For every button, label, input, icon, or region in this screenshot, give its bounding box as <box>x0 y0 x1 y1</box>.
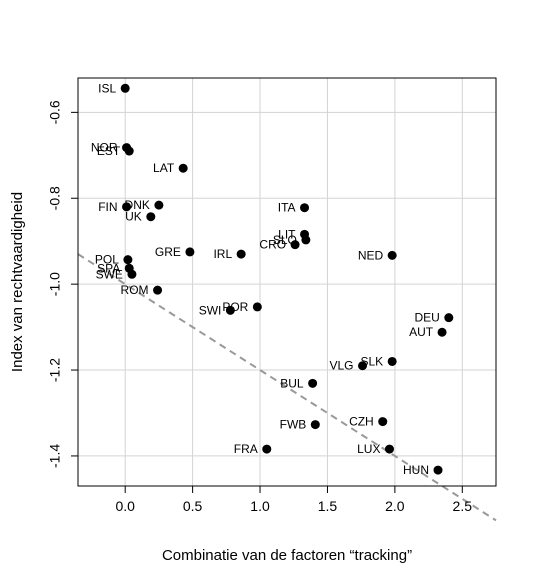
point-label-lat: LAT <box>153 161 175 175</box>
data-point-vlg <box>358 361 368 371</box>
data-point-isl <box>120 83 130 93</box>
data-point-slo <box>301 235 311 245</box>
data-point-uk <box>146 212 156 222</box>
data-point-ned <box>387 250 397 260</box>
y-tick-label: -0.6 <box>47 100 63 124</box>
data-point-rom <box>153 285 163 295</box>
data-point-est <box>124 146 134 156</box>
point-label-bul: BUL <box>280 376 304 390</box>
point-label-swe: SWE <box>96 267 123 281</box>
data-point-lat <box>178 163 188 173</box>
point-label-aut: AUT <box>409 325 434 339</box>
y-tick-label: -1.0 <box>47 272 63 296</box>
data-point-lux <box>384 444 394 454</box>
point-label-gre: GRE <box>155 245 181 259</box>
point-label-irl: IRL <box>213 247 232 261</box>
data-point-gre <box>185 247 195 257</box>
y-tick-label: -1.4 <box>47 444 63 468</box>
data-point-ita <box>300 203 310 213</box>
point-label-fin: FIN <box>98 200 117 214</box>
data-point-czh <box>378 417 388 427</box>
point-label-uk: UK <box>125 210 142 224</box>
x-tick-label: 0.5 <box>183 498 203 514</box>
grid-lines <box>78 78 496 486</box>
point-label-vlg: VLG <box>329 359 353 373</box>
data-point-swi <box>225 305 235 315</box>
x-tick-label: 0.0 <box>115 498 135 514</box>
point-label-spa: SPA <box>97 261 120 275</box>
point-label-fra: FRA <box>234 442 258 456</box>
point-label-cro: CRO <box>259 238 286 252</box>
data-point-fwb <box>310 420 320 430</box>
point-label-swi: SWI <box>199 303 222 317</box>
data-point-dnk <box>154 200 164 210</box>
x-tick-label: 1.0 <box>250 498 270 514</box>
point-label-est: EST <box>97 144 121 158</box>
x-tick-label: 2.5 <box>453 498 473 514</box>
point-label-lit: LIT <box>278 227 296 241</box>
trendline <box>77 253 497 522</box>
point-label-pol: POL <box>95 253 119 267</box>
data-point-irl <box>236 249 246 259</box>
point-label-ita: ITA <box>278 201 296 215</box>
x-axis-title: Combinatie van de factoren “tracking” <box>162 547 412 564</box>
data-point-fin <box>122 202 132 212</box>
y-tick-label: -1.2 <box>47 358 63 382</box>
point-label-deu: DEU <box>414 311 439 325</box>
point-label-nor: NOR <box>91 141 118 155</box>
data-point-cro <box>290 240 300 250</box>
point-label-rom: ROM <box>121 283 149 297</box>
point-label-ned: NED <box>358 248 384 262</box>
data-point-hun <box>433 465 443 475</box>
y-tick-label: -0.8 <box>47 186 63 210</box>
point-label-hun: HUN <box>403 463 429 477</box>
y-axis: -0.6 -0.8 -1.0 -1.2 -1.4 <box>47 100 79 468</box>
data-point-bul <box>308 378 318 388</box>
point-label-czh: CZH <box>349 415 374 429</box>
data-point-deu <box>444 313 454 323</box>
data-point-por <box>252 302 262 312</box>
data-point-pol <box>123 255 133 265</box>
x-axis: 0.0 0.5 1.0 1.5 2.0 2.5 <box>115 485 473 514</box>
y-axis-title: Index van rechtvaardigheid <box>9 192 26 372</box>
point-label-fwb: FWB <box>280 418 307 432</box>
point-label-lux: LUX <box>357 442 380 456</box>
trendline-group <box>77 253 497 522</box>
point-label-dnk: DNK <box>125 198 150 212</box>
data-point-slk <box>387 356 397 366</box>
point-label-isl: ISL <box>98 81 116 95</box>
data-point-swe <box>127 269 137 279</box>
x-tick-label: 1.5 <box>318 498 338 514</box>
x-tick-label: 2.0 <box>385 498 405 514</box>
data-point-fra <box>262 444 272 454</box>
data-point-aut <box>437 327 447 337</box>
